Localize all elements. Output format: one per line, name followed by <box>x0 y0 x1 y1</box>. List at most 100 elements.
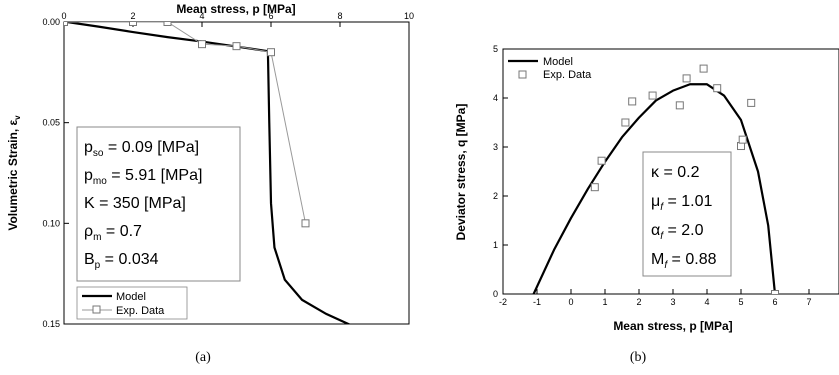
panel-a-exp-point <box>301 219 310 228</box>
panel-b-param-line: Mf = 0.88 <box>651 251 717 271</box>
panel-b-y-tick-label: 3 <box>493 142 498 152</box>
panel-a-legend-model-label: Model <box>116 291 146 303</box>
panel-b-x-tick-label: 1 <box>602 297 607 307</box>
panel-a-y-tick-label: 0.10 <box>42 218 60 228</box>
panel-b-exp-point <box>682 74 691 83</box>
panel-b-exp-point <box>771 290 779 294</box>
panel-b-x-tick-label: 0 <box>568 297 573 307</box>
panel-a-y-tick-label: 0.15 <box>42 319 60 329</box>
panel-b-exp-point <box>699 64 708 73</box>
panel-b-exp-point <box>590 183 599 192</box>
panel-a-x-axis-title: Mean stress, p [MPa] <box>176 2 295 16</box>
panel-b-model-line <box>532 83 777 294</box>
panel-b-param-subscript: f <box>660 231 664 242</box>
panel-a-param-subscript: mo <box>93 176 107 187</box>
panel-a-model-line <box>66 22 352 324</box>
panel-a-param-line: Bp = 0.034 <box>84 251 159 271</box>
panel-a-caption: (a) <box>195 350 211 365</box>
panel-a-y-axis-title: Volumetric Strain, εv <box>6 115 22 231</box>
panel-b-y-tick-label: 5 <box>493 44 498 54</box>
panel-b-exp-point <box>747 98 756 107</box>
panel-b-param-line: κ = 0.2 <box>651 164 700 181</box>
panel-b-legend-exp-marker <box>518 70 527 79</box>
panel-b-x-tick-label: 3 <box>670 297 675 307</box>
panel-b-param-subscript: f <box>660 202 664 213</box>
panel-a-x-tick-label: 4 <box>199 11 204 21</box>
panel-b-param-value: = 0.2 <box>659 164 700 181</box>
panel-a-param-value: = 350 [MPa] <box>95 195 186 212</box>
panel-a-exp-point <box>129 22 137 26</box>
panel-a-y-tick-label: 0.00 <box>42 17 60 27</box>
panel-a-y-axis-title-sub: v <box>13 115 22 120</box>
panel-a-params: pso = 0.09 [MPa]pmo = 5.91 [MPa]K = 350 … <box>84 139 202 271</box>
panel-b-y-axis-title: Deviator stress, q [MPa] <box>454 104 468 241</box>
panel-a-x-tick-label: 6 <box>268 11 273 21</box>
panel-a-param-subscript: so <box>93 148 104 159</box>
panel-b-y-ticks: 0 1 2 3 4 5 <box>493 44 508 299</box>
panel-b-exp-point <box>675 101 684 110</box>
panel-a-param-symbol: B <box>84 251 95 268</box>
panel-b-param-value: = 2.0 <box>663 222 704 239</box>
panel-b-param-line: μf = 1.01 <box>651 193 712 213</box>
panel-b-exp-point <box>738 135 747 144</box>
panel-a-param-line: K = 350 [MPa] <box>84 195 186 212</box>
panel-a-exp-point <box>267 48 275 57</box>
panel-a-legend-box <box>76 286 188 320</box>
panel-a: 0 2 4 6 8 10 0.00 0.05 0.10 0.15 Mean stress, p … <box>6 2 414 365</box>
panel-a-exp-point <box>198 40 206 49</box>
panel-a-param-line: ρm = 0.7 <box>84 223 142 243</box>
panel-b-exp-point <box>628 97 637 106</box>
panel-b-x-tick-label: 7 <box>806 297 811 307</box>
panel-a-exp-point <box>64 22 68 26</box>
panel-b-y-tick-label: 0 <box>493 289 498 299</box>
panel-b-x-tick-label: -1 <box>533 297 541 307</box>
panel-b-y-tick-label: 2 <box>493 191 498 201</box>
panel-a-param-subscript: m <box>93 232 101 243</box>
panel-b-caption: (b) <box>630 350 647 365</box>
panel-a-param-line: pmo = 5.91 [MPa] <box>84 167 202 187</box>
panel-a-legend-exp-label: Exp. Data <box>116 305 165 317</box>
panel-b-param-symbol: κ <box>651 164 660 181</box>
panel-b-series <box>532 64 779 294</box>
panel-b-x-tick-label: 5 <box>738 297 743 307</box>
panel-a-param-value: = 0.09 [MPa] <box>103 139 199 156</box>
panel-a-param-box <box>76 126 241 282</box>
panel-b-param-box <box>642 151 732 277</box>
panel-b-param-symbol: M <box>651 251 664 268</box>
panel-a-param-value: = 5.91 [MPa] <box>107 167 203 184</box>
panel-b-param-value: = 0.88 <box>667 251 716 268</box>
panel-b-param-symbol: μ <box>651 193 660 210</box>
panel-b-legend-model-label: Model <box>543 56 573 68</box>
panel-a-param-symbol: p <box>84 167 93 184</box>
panel-a-x-tick-label: 10 <box>404 11 414 21</box>
panel-b-param-subscript: f <box>664 260 668 271</box>
panel-a-x-ticks: 0 2 4 6 8 10 <box>61 11 414 27</box>
panel-b-x-ticks: -2 -1 0 1 2 3 4 5 6 7 <box>499 289 812 307</box>
panel-a-x-tick-label: 2 <box>130 11 135 21</box>
panel-b-param-symbol: α <box>651 222 660 239</box>
panel-a-exp-point <box>163 22 172 26</box>
panel-b-x-tick-label: 6 <box>772 297 777 307</box>
panel-a-series <box>64 22 352 324</box>
panel-b-param-line: αf = 2.0 <box>651 222 704 242</box>
panel-a-param-symbol: p <box>84 139 93 156</box>
panel-b-exp-point <box>597 156 606 165</box>
panel-b-x-axis-title: Mean stress, p [MPa] <box>613 319 732 333</box>
panel-a-exp-point <box>232 42 241 51</box>
panel-a-param-symbol: ρ <box>84 223 93 240</box>
panel-b-y-tick-label: 4 <box>493 93 498 103</box>
panel-b: -2 -1 0 1 2 3 4 5 6 7 0 1 2 3 4 5 Mean stress, p [MPa]… <box>454 44 839 365</box>
panel-a-y-tick-label: 0.05 <box>42 118 60 128</box>
panel-b-y-tick-label: 1 <box>493 240 498 250</box>
panel-b-legend-exp-label: Exp. Data <box>543 69 592 81</box>
panel-a-param-subscript: p <box>95 260 101 271</box>
panel-b-exp-point <box>648 91 657 100</box>
panel-a-param-value: = 0.034 <box>100 251 158 268</box>
panel-a-x-tick-label: 8 <box>337 11 342 21</box>
panel-b-x-tick-label: -2 <box>499 297 507 307</box>
panel-a-x-tick-label: 0 <box>61 11 66 21</box>
panel-a-param-value: = 0.7 <box>101 223 142 240</box>
panel-b-x-tick-label: 4 <box>704 297 709 307</box>
